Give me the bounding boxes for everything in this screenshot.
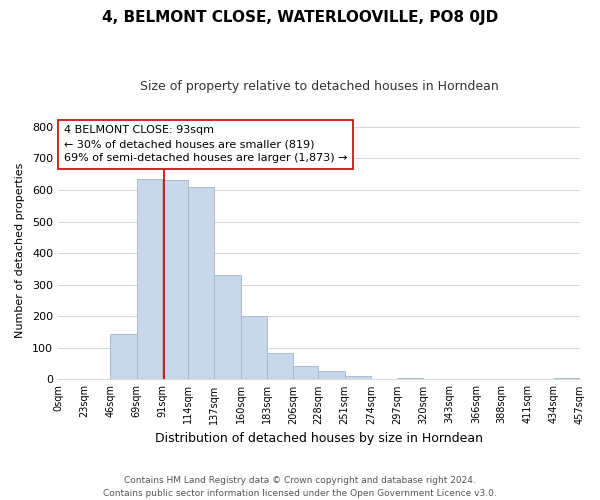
Bar [58,379,84,380]
Bar [267,353,293,380]
Bar [319,371,344,380]
Bar [162,180,188,380]
Bar [214,275,241,380]
Bar [137,178,162,380]
Bar [110,334,137,380]
Bar [344,376,371,380]
Bar [293,366,319,380]
Bar [554,378,580,380]
Bar [241,316,267,380]
Text: 4 BELMONT CLOSE: 93sqm
← 30% of detached houses are smaller (819)
69% of semi-de: 4 BELMONT CLOSE: 93sqm ← 30% of detached… [64,126,347,164]
X-axis label: Distribution of detached houses by size in Horndean: Distribution of detached houses by size … [155,432,483,445]
Y-axis label: Number of detached properties: Number of detached properties [15,162,25,338]
Text: 4, BELMONT CLOSE, WATERLOOVILLE, PO8 0JD: 4, BELMONT CLOSE, WATERLOOVILLE, PO8 0JD [102,10,498,25]
Title: Size of property relative to detached houses in Horndean: Size of property relative to detached ho… [140,80,499,93]
Bar [188,188,214,380]
Text: Contains HM Land Registry data © Crown copyright and database right 2024.
Contai: Contains HM Land Registry data © Crown c… [103,476,497,498]
Bar [397,378,424,380]
